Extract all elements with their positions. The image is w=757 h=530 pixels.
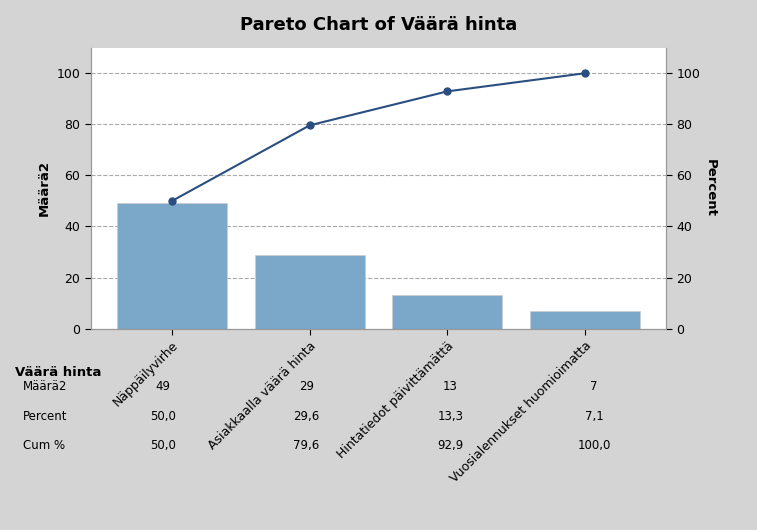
Text: Cum %: Cum %: [23, 439, 65, 452]
Text: 100,0: 100,0: [578, 439, 611, 452]
Text: 50,0: 50,0: [150, 439, 176, 452]
Text: Percent: Percent: [23, 410, 67, 422]
Y-axis label: Määrä2: Määrä2: [38, 160, 51, 216]
Y-axis label: Percent: Percent: [704, 159, 717, 217]
Text: 7: 7: [590, 381, 598, 393]
Text: 79,6: 79,6: [294, 439, 319, 452]
Bar: [392, 295, 503, 329]
Text: 92,9: 92,9: [438, 439, 463, 452]
Text: 29: 29: [299, 381, 314, 393]
Bar: [530, 311, 640, 329]
Text: Pareto Chart of Väärä hinta: Pareto Chart of Väärä hinta: [240, 16, 517, 34]
Text: 13: 13: [443, 381, 458, 393]
Text: Määrä2: Määrä2: [23, 381, 67, 393]
Text: 7,1: 7,1: [585, 410, 603, 422]
Text: 13,3: 13,3: [438, 410, 463, 422]
Text: 29,6: 29,6: [294, 410, 319, 422]
Bar: [117, 204, 227, 329]
Text: 49: 49: [155, 381, 170, 393]
Bar: [254, 254, 365, 329]
Text: 50,0: 50,0: [150, 410, 176, 422]
Text: Väärä hinta: Väärä hinta: [15, 366, 101, 379]
